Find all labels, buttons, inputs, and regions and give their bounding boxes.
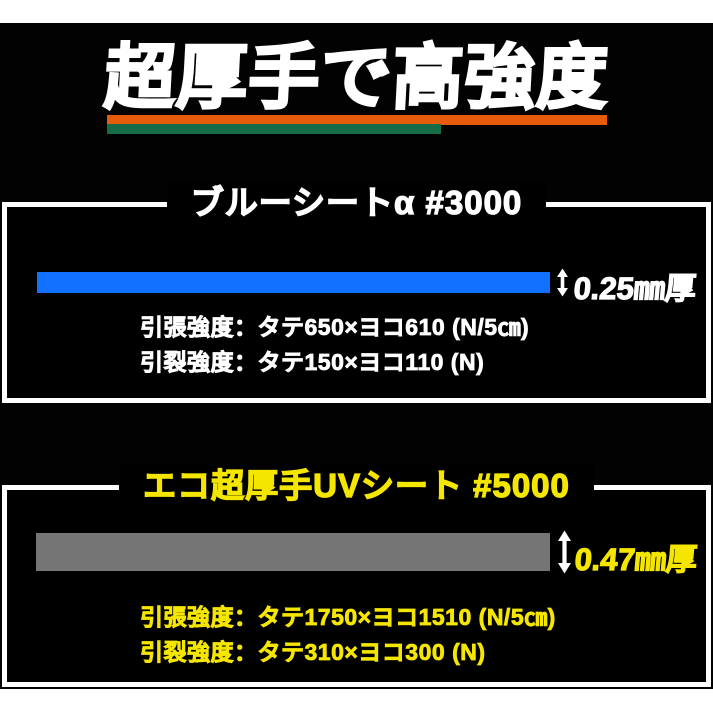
- title-underline-orange: [107, 115, 607, 125]
- tensile-strength-spec: 引張強度：タテ650×ヨコ610 (N/5㎝): [140, 314, 530, 341]
- thickness-bar-gray: [36, 533, 550, 571]
- product-title-row: ブルーシートα #3000: [7, 181, 706, 225]
- tensile-strength-spec: 引張強度：タテ1750×ヨコ1510 (N/5㎝): [140, 604, 556, 631]
- thickness-label: 0.47㎜厚: [573, 541, 700, 577]
- updown-arrow-icon: [556, 268, 569, 302]
- tear-strength-spec: 引裂強度：タテ310×ヨコ300 (N): [140, 639, 486, 666]
- updown-arrow-icon: [557, 530, 572, 579]
- product-card-bluesheet-3000: ブルーシートα #3000 0.25㎜厚 引張強度：タテ650×ヨコ610 (N…: [2, 181, 711, 403]
- product-title: ブルーシートα #3000: [166, 181, 547, 225]
- main-title: 超厚手で高強度: [101, 38, 612, 120]
- title-underline-green: [107, 124, 441, 134]
- thickness-bar-blue: [37, 272, 550, 293]
- banner-background: 超厚手で高強度 ブルーシートα #3000 0.25㎜厚 引張強度：タテ650×…: [0, 23, 713, 689]
- thickness-label: 0.25㎜厚: [572, 270, 699, 306]
- product-title-row: エコ超厚手UVシート #5000: [7, 464, 706, 508]
- product-card-uvsheet-5000: エコ超厚手UVシート #5000 0.47㎜厚 引張強度：タテ1750×ヨコ15…: [2, 464, 711, 687]
- tear-strength-spec: 引裂強度：タテ150×ヨコ110 (N): [140, 349, 485, 376]
- product-title: エコ超厚手UVシート #5000: [119, 464, 594, 508]
